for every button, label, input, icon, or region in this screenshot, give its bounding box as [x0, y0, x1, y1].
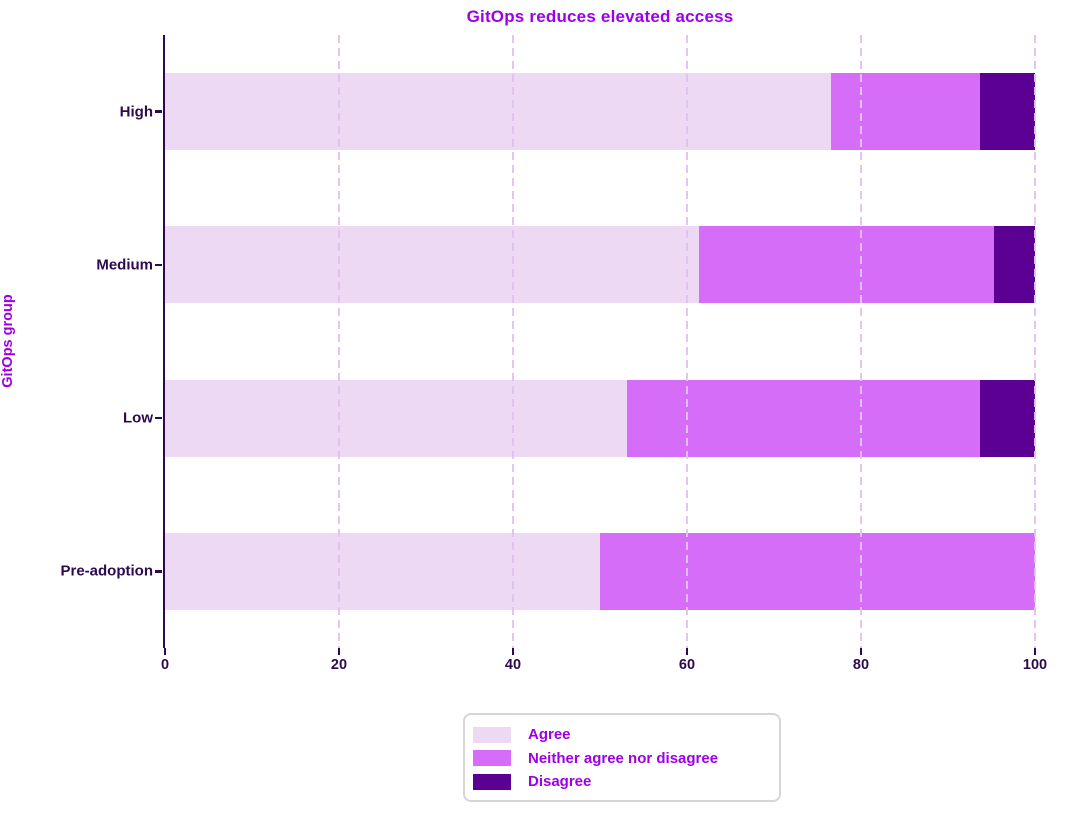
gridline-20: [338, 35, 340, 648]
legend-label: Neither agree nor disagree: [528, 749, 719, 767]
y-tick-mark: [155, 570, 162, 573]
bar-row-high: [165, 73, 1035, 151]
y-category-label: Pre-adoption: [60, 562, 154, 580]
y-category-label: Low: [123, 409, 153, 427]
y-axis-label: GitOps group: [0, 294, 16, 388]
gridline-80: [860, 35, 862, 648]
x-tick-mark: [511, 648, 515, 655]
y-category-label: Medium: [96, 256, 153, 274]
x-tick-label: 100: [1022, 657, 1048, 673]
chart-title: GitOps reduces elevated access: [466, 7, 734, 26]
gridline-40: [512, 35, 514, 648]
y-tick-mark: [155, 416, 162, 420]
x-tick-mark: [337, 648, 341, 655]
legend-swatch-neither: [473, 750, 511, 766]
x-tick-label: 0: [160, 657, 170, 673]
legend-item-agree: Agree: [473, 726, 765, 743]
bar-segment-agree: [165, 379, 627, 457]
x-tick-mark: [1033, 648, 1037, 655]
y-tick-mark: [155, 263, 162, 267]
bar-segment-agree: [165, 532, 600, 610]
bar-segment-neither: [626, 379, 981, 457]
y-category-label: High: [119, 103, 153, 121]
bar-segment-agree: [165, 73, 831, 151]
bar-segment-neither: [600, 532, 1035, 610]
legend: Agree Neither agree nor disagree Disagree: [463, 713, 781, 802]
legend-label: Agree: [528, 726, 571, 743]
bar-segment-disagree: [980, 379, 1035, 457]
bar-segment-neither: [699, 226, 995, 304]
gridline-100: [1034, 35, 1036, 648]
gridline-60: [686, 35, 688, 648]
legend-label: Disagree: [528, 773, 592, 790]
bar-segment-disagree: [980, 73, 1035, 151]
x-tick-label: 40: [504, 657, 522, 673]
plot-area: [155, 35, 1036, 648]
x-tick-mark: [163, 648, 167, 655]
bar-row-medium: [165, 226, 1035, 304]
bar-segment-agree: [165, 226, 700, 304]
y-axis-spine: [162, 35, 165, 648]
x-tick-label: 60: [678, 657, 696, 673]
legend-item-neither: Neither agree nor disagree: [473, 750, 765, 767]
legend-item-disagree: Disagree: [473, 773, 765, 790]
y-tick-mark: [155, 110, 162, 113]
bar-row-low: [165, 379, 1035, 457]
bar-segment-neither: [830, 73, 981, 151]
x-tick-mark: [859, 648, 863, 655]
x-tick-label: 80: [852, 657, 870, 673]
x-tick-mark: [685, 648, 689, 655]
bar-segment-disagree: [994, 226, 1035, 304]
legend-swatch-disagree: [473, 773, 511, 790]
x-tick-label: 20: [330, 657, 348, 673]
legend-swatch-agree: [473, 726, 511, 743]
bar-row-pre-adoption: [165, 532, 1035, 610]
